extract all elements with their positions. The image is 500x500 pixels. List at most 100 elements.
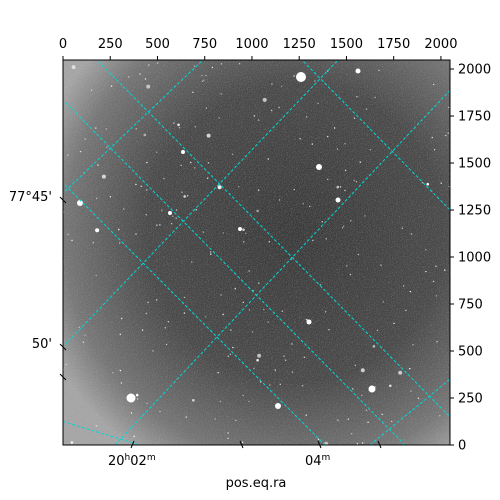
star <box>101 174 106 179</box>
ra-tick-mark <box>317 440 322 449</box>
star <box>342 225 345 227</box>
star <box>231 153 234 155</box>
star <box>350 220 352 222</box>
star <box>156 299 158 301</box>
star <box>232 346 234 349</box>
star <box>291 343 293 345</box>
star <box>433 149 436 151</box>
star <box>336 185 340 189</box>
star <box>302 203 304 205</box>
star <box>360 368 365 373</box>
star <box>164 327 166 329</box>
grid-line <box>63 99 406 445</box>
star <box>245 232 247 234</box>
star <box>84 138 86 140</box>
star <box>257 119 260 121</box>
star <box>306 116 308 118</box>
star <box>230 329 232 331</box>
star <box>192 399 195 402</box>
star <box>328 329 330 331</box>
star <box>222 313 224 316</box>
x-tick-label: 2000 <box>424 37 457 52</box>
star <box>194 126 196 128</box>
coordinate-grid <box>63 60 450 445</box>
star <box>349 273 352 276</box>
star <box>146 84 151 89</box>
star <box>242 228 245 231</box>
star <box>344 169 347 172</box>
star <box>195 209 197 211</box>
star <box>382 301 385 303</box>
star <box>403 285 405 287</box>
star <box>306 319 308 321</box>
star <box>435 295 438 297</box>
star <box>110 85 113 87</box>
star <box>341 227 344 229</box>
star <box>262 97 267 102</box>
star <box>217 185 222 190</box>
star <box>336 148 339 150</box>
ra-tick-mark <box>130 440 135 449</box>
star <box>242 301 244 304</box>
star <box>139 73 141 75</box>
star <box>347 418 349 420</box>
star <box>234 288 236 290</box>
star <box>156 62 159 64</box>
star <box>248 309 251 311</box>
star <box>327 178 329 181</box>
star <box>209 251 212 253</box>
star <box>227 355 229 357</box>
y-tick-label: 250 <box>458 392 483 407</box>
star <box>183 195 186 198</box>
star <box>141 329 144 331</box>
star <box>447 132 449 134</box>
star <box>410 233 413 235</box>
star <box>130 412 133 414</box>
y-tick-label: 1250 <box>458 204 491 219</box>
star <box>135 183 137 186</box>
star <box>356 96 358 98</box>
star <box>417 397 420 399</box>
star <box>218 117 220 119</box>
dec-axis: 77°45' 50' <box>9 190 67 381</box>
star <box>144 78 147 80</box>
grid-line <box>63 60 204 194</box>
star <box>95 228 100 233</box>
x-tick-label: 1250 <box>283 37 316 52</box>
star <box>220 294 222 296</box>
star <box>201 80 204 83</box>
star <box>175 217 177 219</box>
star <box>425 270 427 273</box>
star <box>119 242 121 244</box>
star <box>119 369 122 372</box>
star <box>333 127 336 129</box>
star <box>180 164 182 167</box>
star <box>136 398 139 400</box>
x-tick-label: 500 <box>145 37 170 52</box>
star <box>170 223 173 225</box>
star <box>210 253 212 255</box>
star <box>203 79 205 82</box>
star <box>324 311 327 313</box>
star <box>220 93 222 95</box>
star <box>183 296 186 299</box>
star <box>145 312 147 315</box>
star <box>293 188 295 191</box>
star <box>192 91 194 94</box>
star <box>92 242 94 244</box>
star <box>279 383 281 385</box>
star <box>90 89 93 91</box>
ra-tick-label: 04m <box>305 453 330 469</box>
star <box>327 135 329 138</box>
star <box>185 416 187 418</box>
star <box>237 186 240 188</box>
star <box>393 322 395 325</box>
star <box>219 400 222 403</box>
star <box>248 270 250 272</box>
x-tick-label: 1000 <box>235 37 268 52</box>
star <box>312 239 314 242</box>
star <box>119 333 122 335</box>
y-tick-label: 1750 <box>458 110 491 125</box>
star <box>65 363 67 366</box>
star <box>257 189 260 191</box>
